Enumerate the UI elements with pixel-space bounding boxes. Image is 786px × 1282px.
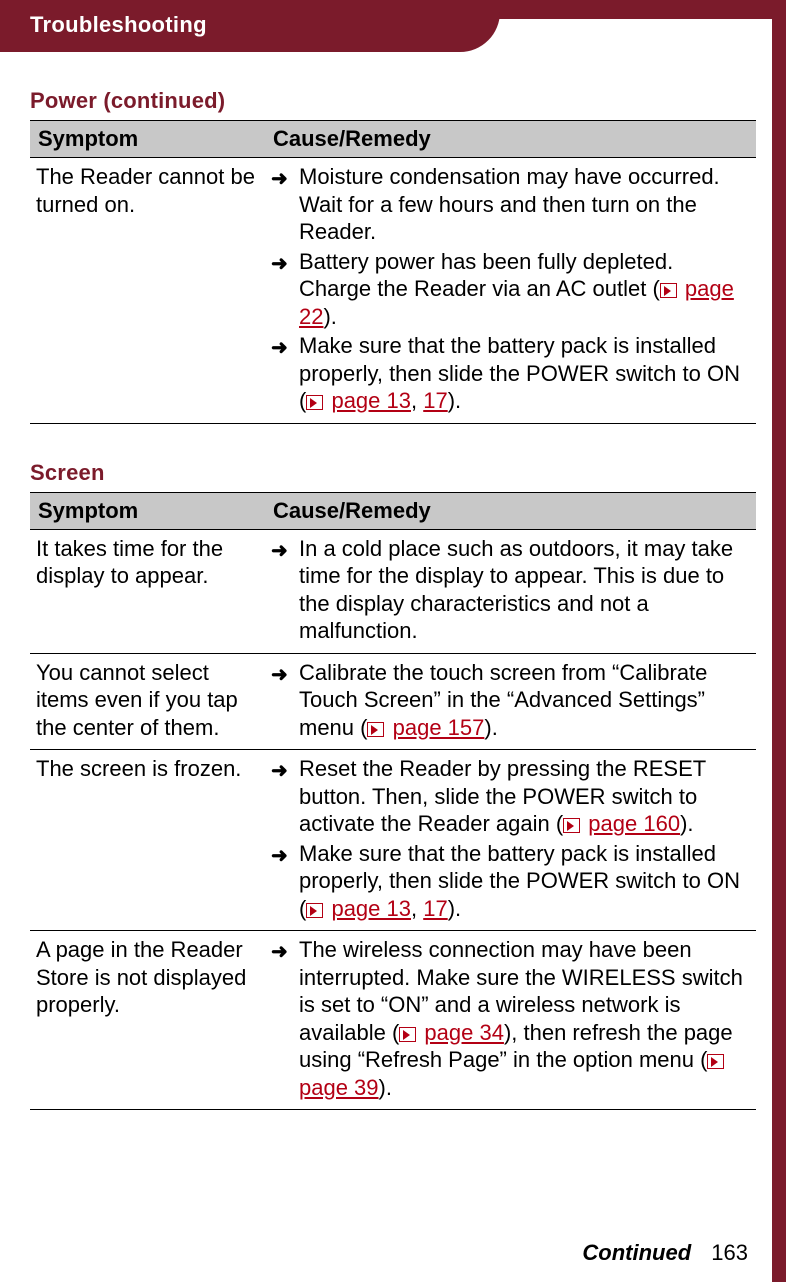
arrow-icon: ➜: [271, 663, 288, 688]
remedy-list: ➜In a cold place such as outdoors, it ma…: [271, 535, 750, 645]
table-row: The screen is frozen.➜Reset the Reader b…: [30, 750, 756, 931]
header-bar: Troubleshooting: [0, 0, 786, 52]
page: Troubleshooting Power (continued) Symptom…: [0, 0, 786, 1282]
arrow-icon: ➜: [271, 844, 288, 869]
page-ref-icon: [399, 1027, 416, 1042]
symptom-cell: You cannot select items even if you tap …: [30, 653, 265, 750]
troubleshooting-table: SymptomCause/RemedyIt takes time for the…: [30, 492, 756, 1111]
section-title: Power (continued): [30, 88, 756, 114]
symptom-cell: The screen is frozen.: [30, 750, 265, 931]
content-area: Power (continued)SymptomCause/RemedyThe …: [30, 80, 756, 1110]
page-ref-icon: [660, 283, 677, 298]
arrow-icon: ➜: [271, 252, 288, 277]
list-item: ➜Make sure that the battery pack is inst…: [271, 840, 750, 923]
page-ref-icon: [367, 722, 384, 737]
table-row: You cannot select items even if you tap …: [30, 653, 756, 750]
remedy-cell: ➜Moisture condensation may have occurred…: [265, 158, 756, 424]
table-header: Cause/Remedy: [265, 121, 756, 158]
table-header: Cause/Remedy: [265, 492, 756, 529]
symptom-cell: It takes time for the display to appear.: [30, 529, 265, 653]
list-item: ➜Calibrate the touch screen from “Calibr…: [271, 659, 750, 742]
table-row: It takes time for the display to appear.…: [30, 529, 756, 653]
list-item: ➜In a cold place such as outdoors, it ma…: [271, 535, 750, 645]
symptom-cell: A page in the Reader Store is not displa…: [30, 931, 265, 1110]
arrow-icon: ➜: [271, 167, 288, 192]
page-ref-icon: [306, 903, 323, 918]
table-row: The Reader cannot be turned on.➜Moisture…: [30, 158, 756, 424]
remedy-list: ➜Calibrate the touch screen from “Calibr…: [271, 659, 750, 742]
section-spacer: [30, 424, 756, 452]
table-row: A page in the Reader Store is not displa…: [30, 931, 756, 1110]
page-title: Troubleshooting: [30, 12, 500, 38]
header-tab: Troubleshooting: [0, 0, 500, 52]
footer: Continued 163: [582, 1240, 748, 1266]
list-item: ➜Battery power has been fully depleted. …: [271, 248, 750, 331]
troubleshooting-table: SymptomCause/RemedyThe Reader cannot be …: [30, 120, 756, 424]
remedy-list: ➜Moisture condensation may have occurred…: [271, 163, 750, 415]
arrow-icon: ➜: [271, 336, 288, 361]
page-ref-icon: [707, 1054, 724, 1069]
page-link[interactable]: page 157: [393, 715, 485, 740]
remedy-cell: ➜The wireless connection may have been i…: [265, 931, 756, 1110]
remedy-list: ➜The wireless connection may have been i…: [271, 936, 750, 1101]
page-link[interactable]: page 13: [331, 388, 411, 413]
arrow-icon: ➜: [271, 940, 288, 965]
page-link[interactable]: page 13: [331, 896, 411, 921]
remedy-cell: ➜Reset the Reader by pressing the RESET …: [265, 750, 756, 931]
list-item: ➜Reset the Reader by pressing the RESET …: [271, 755, 750, 838]
list-item: ➜Moisture condensation may have occurred…: [271, 163, 750, 246]
remedy-cell: ➜In a cold place such as outdoors, it ma…: [265, 529, 756, 653]
page-number: 163: [711, 1240, 748, 1265]
page-ref-icon: [306, 395, 323, 410]
page-link[interactable]: page 160: [588, 811, 680, 836]
remedy-list: ➜Reset the Reader by pressing the RESET …: [271, 755, 750, 922]
arrow-icon: ➜: [271, 539, 288, 564]
symptom-cell: The Reader cannot be turned on.: [30, 158, 265, 424]
table-header: Symptom: [30, 121, 265, 158]
remedy-cell: ➜Calibrate the touch screen from “Calibr…: [265, 653, 756, 750]
page-link[interactable]: page 39: [299, 1075, 379, 1100]
continued-label: Continued: [582, 1240, 691, 1265]
section-title: Screen: [30, 460, 756, 486]
list-item: ➜Make sure that the battery pack is inst…: [271, 332, 750, 415]
page-ref-icon: [563, 818, 580, 833]
right-edge-strip: [772, 0, 786, 1282]
arrow-icon: ➜: [271, 759, 288, 784]
page-link[interactable]: 17: [423, 388, 447, 413]
table-header: Symptom: [30, 492, 265, 529]
list-item: ➜The wireless connection may have been i…: [271, 936, 750, 1101]
page-link[interactable]: page 34: [424, 1020, 504, 1045]
page-link[interactable]: 17: [423, 896, 447, 921]
